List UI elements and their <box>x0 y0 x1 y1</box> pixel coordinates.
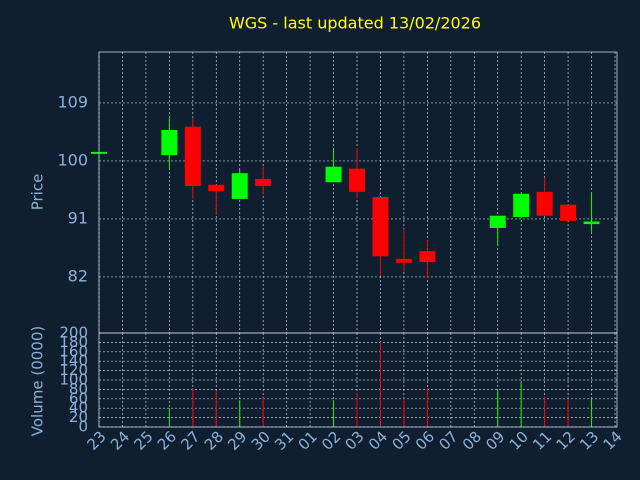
candle-body <box>161 129 178 156</box>
y-axis-label: Price <box>29 174 47 211</box>
candle-body <box>349 168 365 192</box>
candle-body <box>208 184 225 192</box>
x-axis-label: Day <box>334 459 362 475</box>
volume-tick-label: 20 <box>69 408 88 426</box>
y-tick-label: 82 <box>68 266 88 285</box>
candle-body <box>395 258 412 263</box>
volume-frame <box>98 332 618 428</box>
volume-tick-label: 200 <box>59 324 88 342</box>
volume-tick-label: 100 <box>59 371 88 389</box>
y-tick-label: 91 <box>68 208 88 227</box>
candle-body <box>184 126 201 187</box>
candle-body <box>419 251 436 263</box>
candle-body <box>560 204 577 221</box>
candle-body <box>489 215 506 228</box>
candle-body <box>255 178 272 187</box>
candle-body <box>583 221 600 225</box>
volume-tick-label: 0 <box>78 418 88 436</box>
candle-body <box>231 173 248 199</box>
y-tick-label: 109 <box>57 92 88 111</box>
chart-title: WGS - last updated 13/02/2026 <box>229 14 481 33</box>
volume-tick-label: 80 <box>69 380 88 398</box>
y-tick-label: 100 <box>57 150 88 169</box>
candle-body <box>513 193 530 217</box>
candle-body <box>536 191 553 216</box>
volume-tick-label: 40 <box>69 399 88 417</box>
volume-axis-label: Volume (0000) <box>29 326 47 436</box>
candle-body <box>325 166 342 183</box>
volume-tick-label: 160 <box>59 342 88 360</box>
volume-tick-label: 120 <box>59 361 88 379</box>
candle-body <box>372 197 389 257</box>
volume-tick-label: 60 <box>69 389 88 407</box>
volume-tick-label: 180 <box>59 333 88 351</box>
volume-tick-label: 140 <box>59 352 88 370</box>
